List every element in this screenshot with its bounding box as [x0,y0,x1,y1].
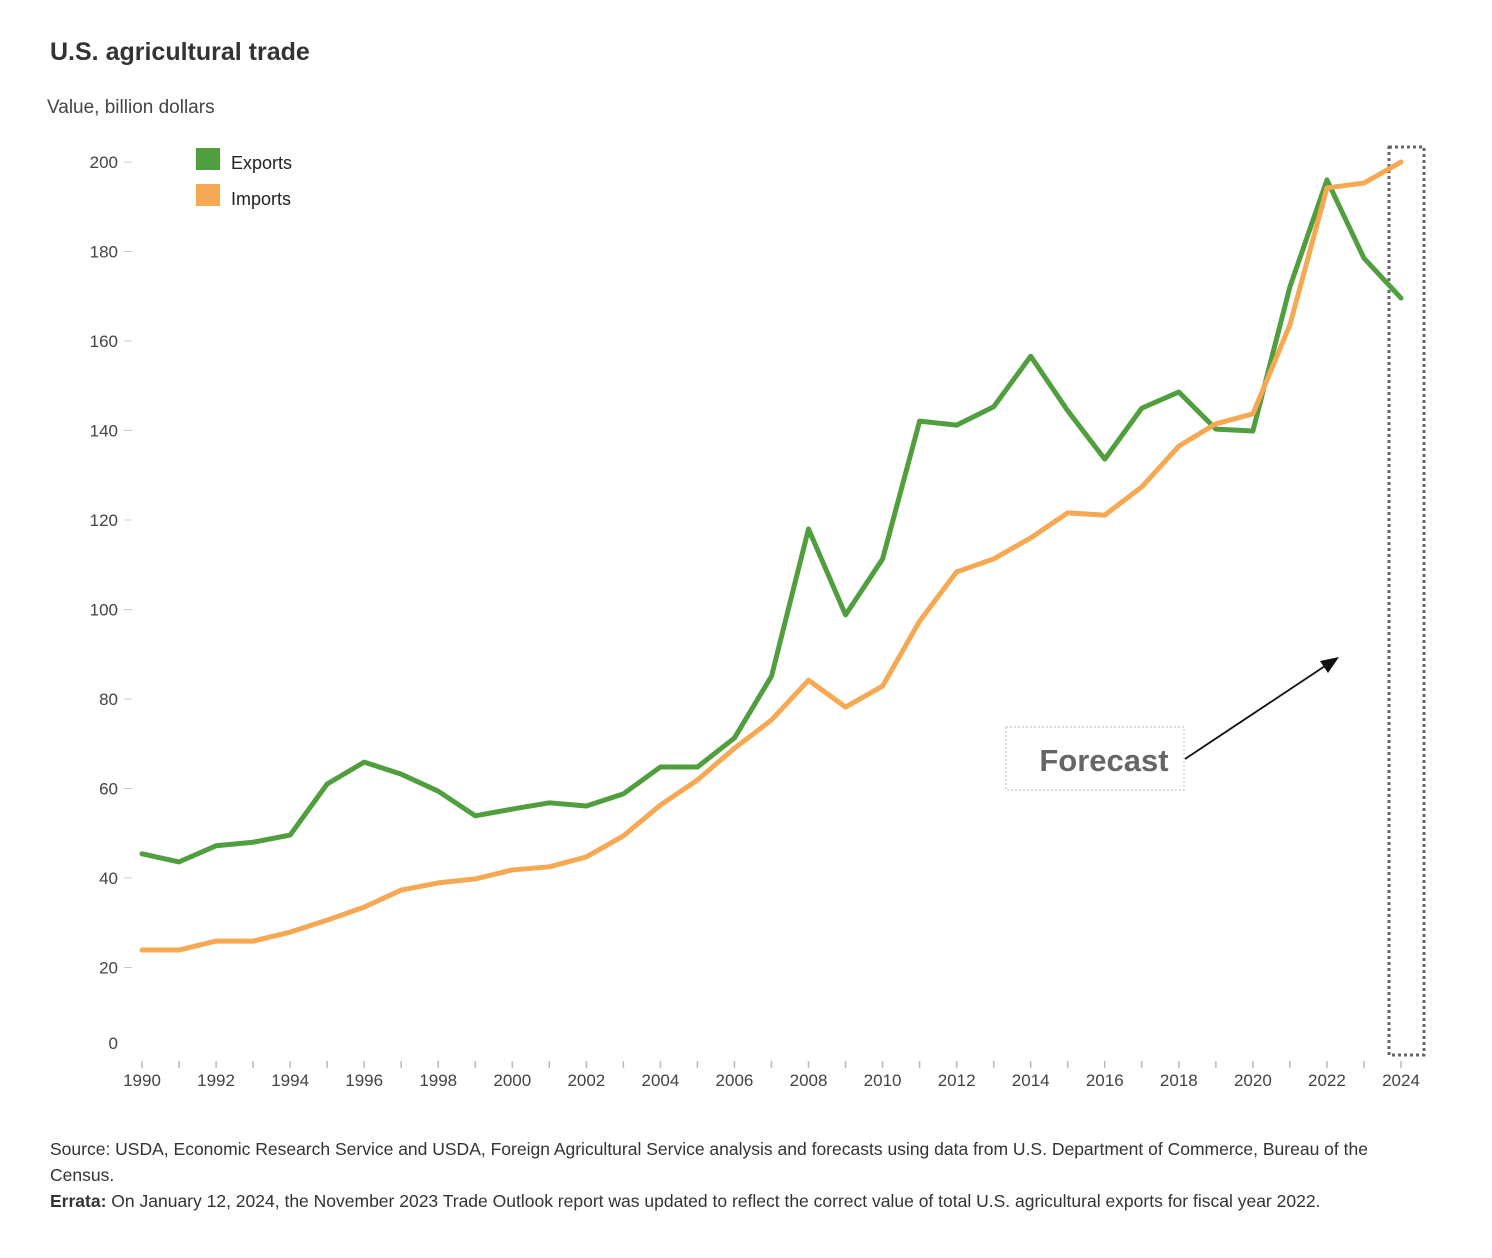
legend-label-imports: Imports [231,189,291,209]
x-tick-label: 1992 [197,1071,235,1090]
forecast-arrow-line [1184,665,1326,760]
x-tick-label: 2024 [1382,1071,1420,1090]
forecast-annotation-box [1005,726,1185,791]
y-tick-label: 60 [99,780,118,799]
series-line-imports [139,159,1404,953]
x-tick-label: 2020 [1234,1071,1272,1090]
y-tick-label: 100 [90,601,118,620]
y-tick-label: 80 [99,690,118,709]
x-tick-label: 1994 [271,1071,309,1090]
y-tick-label: 180 [90,243,118,262]
x-tick-label: 1990 [123,1071,161,1090]
x-tick-label: 2008 [790,1071,828,1090]
x-tick-label: 2014 [1012,1071,1050,1090]
y-tick-label: 160 [90,332,118,351]
x-tick-label: 1996 [345,1071,383,1090]
y-tick-label: 20 [99,959,118,978]
errata-text: On January 12, 2024, the November 2023 T… [106,1191,1321,1211]
series-line-exports [139,177,1404,865]
errata-note: Errata: On January 12, 2024, the Novembe… [50,1188,1430,1214]
x-tick-label: 2022 [1308,1071,1346,1090]
errata-label: Errata: [50,1191,107,1211]
x-tick-label: 2012 [938,1071,976,1090]
legend-label-exports: Exports [231,153,292,173]
x-tick-label: 2016 [1086,1071,1124,1090]
x-tick-label: 2006 [716,1071,754,1090]
y-tick-label: 40 [99,869,118,888]
x-tick-label: 2000 [493,1071,531,1090]
y-tick-label: 120 [90,511,118,530]
legend-swatch-exports [196,148,220,170]
x-tick-label: 2002 [567,1071,605,1090]
source-note: Source: USDA, Economic Research Service … [50,1139,1368,1185]
x-tick-label: 2010 [864,1071,902,1090]
chart-title: U.S. agricultural trade [50,38,310,66]
forecast-arrow-head [1320,657,1339,673]
x-tick-label: 1998 [419,1071,457,1090]
y-tick-label: 0 [109,1034,118,1053]
forecast-annotation-label: Forecast [1039,743,1168,778]
y-tick-label: 200 [90,153,118,172]
legend-swatch-imports [196,184,220,206]
x-tick-label: 2018 [1160,1071,1198,1090]
y-axis-label: Value, billion dollars [47,97,215,118]
forecast-region-box [1387,145,1426,1057]
x-tick-label: 2004 [641,1071,679,1090]
y-tick-label: 140 [90,422,118,441]
